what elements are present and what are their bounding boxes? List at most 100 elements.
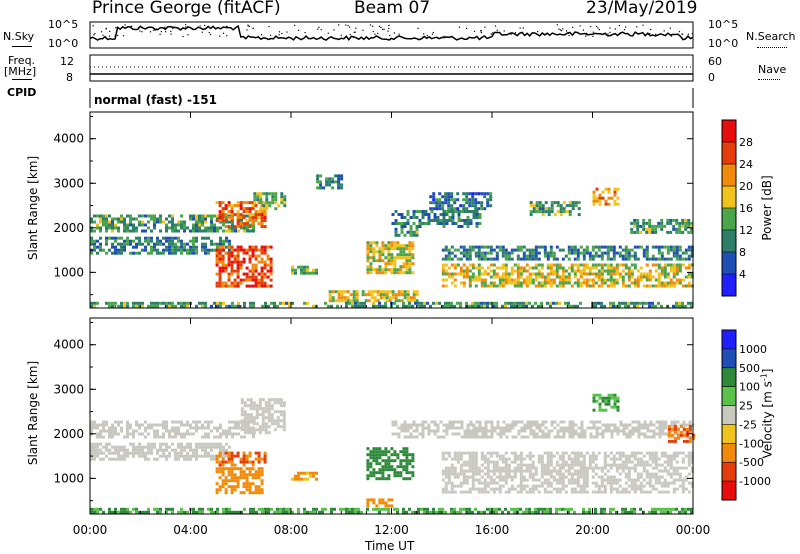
heatmap-cell	[384, 462, 388, 466]
heatmap-cell	[582, 510, 585, 514]
heatmap-cell	[453, 472, 457, 476]
heatmap-cell	[472, 432, 476, 436]
heatmap-cell	[480, 192, 484, 196]
heatmap-cell	[603, 281, 607, 285]
heatmap-cell	[486, 198, 490, 202]
heatmap-cell	[393, 468, 397, 472]
heatmap-cell	[558, 478, 562, 482]
heatmap-cell	[522, 254, 526, 258]
heatmap-cell	[523, 429, 527, 433]
nsearch-dot	[153, 29, 155, 31]
nsearch-dot	[345, 24, 347, 26]
heatmap-cell	[280, 195, 284, 199]
heatmap-cell	[384, 468, 388, 472]
heatmap-cell	[399, 256, 403, 260]
heatmap-cell	[495, 487, 499, 491]
heatmap-cell	[595, 187, 599, 191]
heatmap-cell	[156, 248, 159, 252]
heatmap-cell	[582, 281, 586, 285]
heatmap-cell	[498, 248, 502, 252]
heatmap-cell	[328, 183, 332, 187]
heatmap-cell	[227, 457, 231, 461]
heatmap-cell	[189, 457, 192, 461]
heatmap-cell	[195, 457, 198, 461]
heatmap-cell	[264, 410, 268, 414]
heatmap-cell	[592, 199, 596, 203]
heatmap-cell	[328, 296, 332, 300]
heatmap-cell	[690, 457, 694, 461]
heatmap-cell	[549, 245, 553, 249]
heatmap-cell	[240, 419, 244, 423]
heatmap-cell	[579, 451, 583, 455]
heatmap-cell	[153, 242, 156, 246]
heatmap-cell	[564, 475, 568, 479]
heatmap-cell	[612, 278, 616, 282]
heatmap-cell	[267, 413, 271, 417]
heatmap-cell	[207, 432, 210, 436]
heatmap-cell	[403, 293, 407, 297]
heatmap-cell	[114, 217, 117, 221]
heatmap-cell	[441, 284, 445, 288]
heatmap-cell	[528, 451, 532, 455]
heatmap-cell	[267, 510, 270, 514]
heatmap-cell	[600, 510, 603, 514]
heatmap-cell	[561, 507, 564, 511]
heatmap-cell	[261, 304, 264, 308]
heatmap-cell	[507, 490, 511, 494]
heatmap-cell	[204, 304, 207, 308]
heatmap-cell	[90, 229, 93, 233]
heatmap-cell	[297, 265, 300, 269]
nsearch-dot	[187, 34, 189, 36]
nsearch-dot	[226, 35, 228, 37]
heatmap-cell	[411, 471, 415, 475]
heatmap-cell	[239, 476, 243, 480]
heatmap-cell	[231, 420, 234, 424]
heatmap-cell	[201, 454, 204, 458]
colorbar-tick-label: 24	[739, 158, 753, 171]
colorbar-tick-label: -25	[739, 418, 757, 431]
heatmap-cell	[465, 266, 469, 270]
heatmap-cell	[399, 268, 403, 272]
heatmap-cell	[570, 266, 574, 270]
heatmap-cell	[603, 451, 607, 455]
heatmap-cell	[222, 239, 225, 243]
heatmap-cell	[257, 216, 261, 220]
heatmap-cell	[558, 266, 562, 270]
nsearch-dot	[522, 27, 524, 29]
heatmap-cell	[366, 268, 370, 272]
heatmap-cell	[99, 217, 102, 221]
heatmap-cell	[408, 271, 412, 275]
heatmap-cell	[90, 420, 93, 424]
heatmap-cell	[483, 454, 487, 458]
heatmap-cell	[613, 199, 617, 203]
heatmap-cell	[171, 214, 174, 218]
heatmap-cell	[465, 201, 469, 205]
heatmap-cell	[444, 472, 448, 476]
heatmap-cell	[591, 272, 595, 276]
heatmap-cell	[498, 457, 502, 461]
heatmap-cell	[675, 269, 679, 273]
heatmap-cell	[224, 225, 228, 229]
heatmap-cell	[252, 301, 255, 305]
heatmap-cell	[451, 432, 455, 436]
heatmap-cell	[534, 487, 538, 491]
heatmap-cell	[399, 462, 403, 466]
heatmap-cell	[99, 432, 102, 436]
heatmap-cell	[670, 433, 674, 437]
heatmap-cell	[600, 275, 604, 279]
heatmap-cell	[519, 484, 523, 488]
heatmap-cell	[405, 462, 409, 466]
heatmap-cell	[400, 290, 404, 294]
heatmap-cell	[249, 401, 253, 405]
heatmap-cell	[180, 442, 183, 446]
heatmap-cell	[204, 435, 207, 439]
heatmap-cell	[234, 229, 237, 233]
nsearch-dot	[592, 35, 594, 37]
heatmap-cell	[138, 251, 141, 255]
heatmap-cell	[216, 510, 219, 514]
heatmap-cell	[672, 272, 676, 276]
heatmap-cell	[429, 207, 433, 211]
heatmap-cell	[478, 426, 482, 430]
heatmap-cell	[156, 457, 159, 461]
